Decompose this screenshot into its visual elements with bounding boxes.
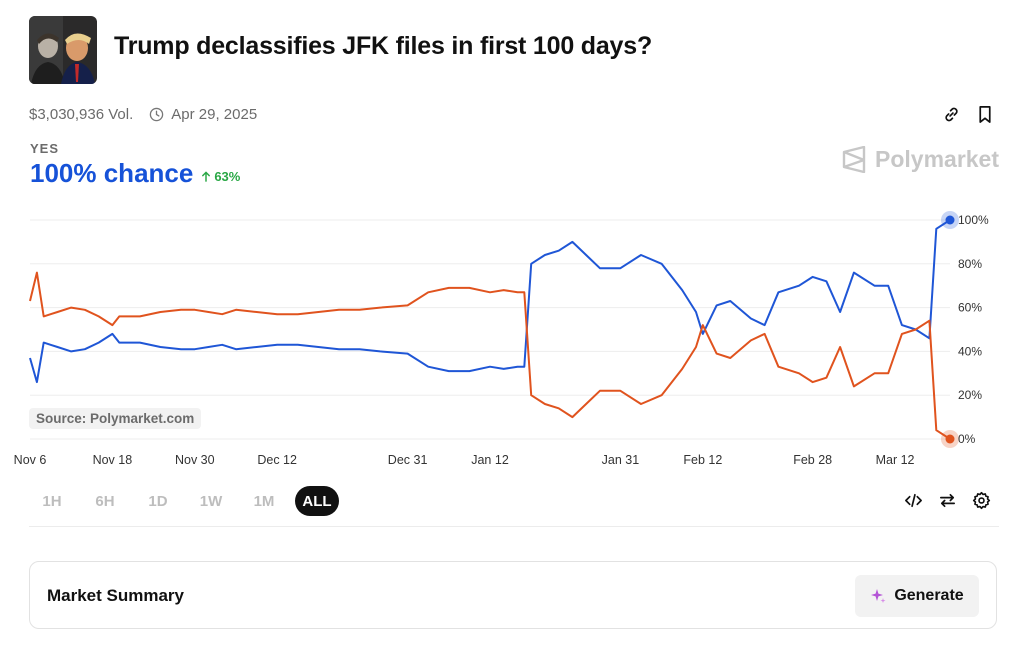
market-summary-label: Market Summary	[47, 586, 185, 605]
range-1m[interactable]: 1M	[253, 492, 275, 510]
end-date-text: Apr 29, 2025	[171, 106, 258, 123]
range-1h[interactable]: 1H	[42, 492, 62, 510]
y-tick-label: 20%	[958, 388, 982, 402]
x-tick-label: Mar 12	[876, 453, 915, 467]
chance-display: 100% chance 63%	[30, 158, 240, 189]
market-summary-card: Market Summary Generate	[29, 561, 997, 629]
chance-value: 100% chance	[30, 158, 194, 188]
x-tick-label: Feb 12	[683, 453, 722, 467]
x-tick-label: Dec 31	[388, 453, 428, 467]
settings-icon[interactable]	[971, 490, 991, 510]
x-tick-label: Nov 6	[14, 453, 47, 467]
y-tick-label: 40%	[958, 344, 982, 358]
y-tick-label: 100%	[958, 213, 989, 227]
time-range-selector: 1H 6H 1D 1W 1M ALL	[30, 486, 348, 516]
range-all[interactable]: ALL	[295, 486, 339, 516]
y-tick-label: 0%	[958, 432, 976, 446]
chart-grid	[30, 219, 950, 440]
market-thumbnail	[29, 16, 97, 84]
volume-text: $3,030,936 Vol.	[29, 106, 134, 123]
chance-delta: 63%	[201, 169, 240, 184]
sparkle-icon	[871, 589, 886, 603]
link-icon[interactable]	[941, 104, 961, 124]
divider	[29, 526, 999, 527]
generate-button[interactable]: Generate	[855, 575, 979, 617]
range-6h[interactable]: 6H	[95, 492, 115, 510]
bookmark-icon[interactable]	[975, 104, 995, 124]
x-tick-label: Nov 18	[93, 453, 133, 467]
x-tick-label: Nov 30	[175, 453, 215, 467]
series-end-point	[945, 215, 955, 225]
x-axis: Nov 6 Nov 18 Nov 30 Dec 12 Dec 31 Jan 12 Jan 3…	[14, 453, 915, 467]
range-1w[interactable]: 1W	[199, 492, 223, 510]
market-meta: $3,030,936 Vol. Apr 29, 2025	[29, 106, 257, 123]
generate-label: Generate	[894, 587, 964, 604]
polymarket-logo-icon	[842, 146, 866, 173]
series-end-point	[945, 434, 955, 444]
x-tick-label: Feb 28	[793, 453, 832, 467]
brand-name: Polymarket	[875, 146, 1000, 172]
range-1d[interactable]: 1D	[148, 492, 168, 510]
chart-lines	[29, 211, 959, 448]
arrow-up-icon	[202, 171, 211, 182]
y-tick-label: 80%	[958, 257, 982, 271]
price-chart: 0% 20% 40% 60% 80% 100% Nov 6 Nov 18 Nov 30 Dec …	[14, 211, 989, 467]
yes-series-line	[29, 219, 951, 384]
source-label: Source: Polymarket.com	[29, 408, 202, 429]
embed-code-icon[interactable]	[903, 490, 923, 510]
brand-logo: Polymarket	[842, 146, 999, 173]
outcome-label: YES	[30, 141, 60, 156]
y-tick-label: 60%	[958, 301, 982, 315]
x-tick-label: Jan 12	[471, 453, 509, 467]
market-title: Trump declassifies JFK files in first 10…	[114, 32, 653, 60]
y-axis: 0% 20% 40% 60% 80% 100%	[958, 213, 989, 446]
chance-delta-value: 63%	[214, 169, 241, 184]
x-tick-label: Jan 31	[602, 453, 640, 467]
swap-icon[interactable]	[937, 490, 957, 510]
x-tick-label: Dec 12	[257, 453, 297, 467]
no-series-line	[29, 271, 951, 440]
clock-icon	[149, 107, 164, 122]
